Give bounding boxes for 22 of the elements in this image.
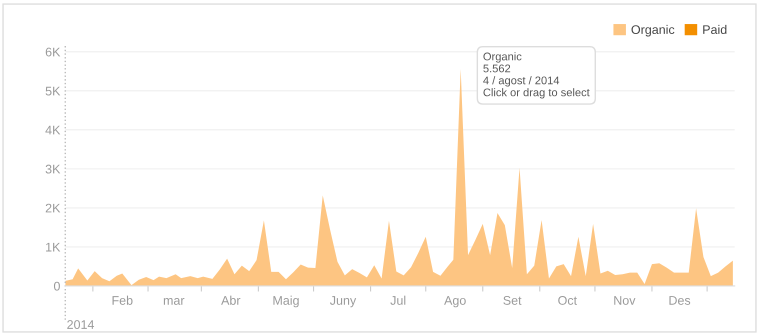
y-tick-label: 3K — [46, 164, 60, 174]
x-tick-label: Juny — [330, 296, 356, 308]
y-tick-label: 4K — [45, 126, 60, 134]
legend-label: Organic — [632, 24, 674, 37]
x-tick-label: mar — [164, 298, 184, 305]
annotation: Organic 5.562 4 / agost / 2014 Click or drag to select — [483, 52, 590, 99]
legend-label: Paid — [703, 24, 726, 34]
x-tick-label: Ago — [444, 296, 466, 308]
x-tick-label: Jul — [390, 296, 406, 305]
x-tick-label: Nov — [614, 296, 636, 305]
y-tick-label: 1K — [46, 242, 60, 252]
text: 2014 — [67, 320, 94, 329]
x-tick-label: Maig — [273, 296, 299, 308]
y-tick-label: 2K — [46, 204, 60, 212]
y-tick-label: 5K — [46, 86, 60, 96]
x-tick-label: Oct — [558, 296, 577, 305]
x-tick-label: Abr — [221, 296, 240, 305]
y-tick-label: 0 — [54, 282, 60, 291]
x-tick-label: Des — [669, 296, 690, 305]
x-tick-label: Set — [503, 296, 522, 305]
y-tick-label: 6K — [46, 48, 60, 56]
x-tick-label: Feb — [112, 296, 133, 305]
